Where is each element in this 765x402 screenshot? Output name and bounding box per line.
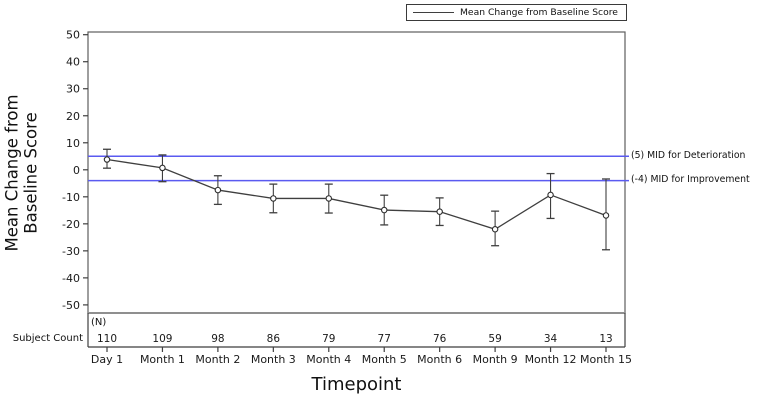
- data-point-marker: [270, 195, 277, 202]
- x-tick-label: Month 15: [580, 353, 632, 366]
- y-tick-label: 20: [66, 110, 80, 123]
- x-axis-title: Timepoint: [311, 374, 402, 395]
- y-axis-title-wrap: Mean Change from Baseline Score: [0, 32, 46, 313]
- subject-count-value: 110: [97, 333, 117, 345]
- x-tick-label: Month 1: [140, 353, 185, 366]
- x-tick-label: Month 3: [251, 353, 296, 366]
- data-point-marker: [103, 156, 111, 163]
- subject-count-value: 79: [322, 333, 335, 345]
- data-point-marker: [214, 186, 222, 194]
- ref-line-label-deterioration: (5) MID for Deterioration: [631, 150, 746, 161]
- x-tick-label: Month 9: [473, 353, 518, 366]
- x-tick-label: Month 5: [362, 353, 407, 366]
- subject-count-value: 109: [152, 333, 172, 345]
- y-tick-label: 50: [66, 29, 80, 42]
- data-point-marker: [547, 191, 554, 199]
- y-tick-label: 30: [66, 83, 80, 96]
- data-point-marker: [436, 208, 443, 215]
- subject-count-n-label: (N): [91, 317, 107, 328]
- subject-count-row-label: Subject Count: [12, 333, 83, 344]
- legend-label: Mean Change from Baseline Score: [460, 7, 618, 18]
- y-axis-title-line1: Mean Change from: [3, 93, 23, 252]
- y-tick-label: -20: [62, 218, 80, 231]
- subject-count-value: 76: [433, 333, 447, 345]
- x-tick-label: Day 1: [91, 353, 123, 366]
- legend-line-sample: [413, 12, 454, 13]
- y-axis-title: Mean Change from Baseline Score: [3, 93, 42, 252]
- subject-count-value: 98: [211, 333, 224, 345]
- subject-count-value: 59: [488, 333, 501, 345]
- y-tick-label: -30: [62, 245, 80, 258]
- subject-count-value: 13: [599, 333, 612, 345]
- subject-count-value: 86: [267, 333, 281, 345]
- y-tick-label: -40: [62, 272, 80, 285]
- data-point-marker: [159, 164, 166, 172]
- data-point-marker: [491, 225, 499, 233]
- data-point-marker: [325, 195, 333, 202]
- y-tick-label: 0: [73, 164, 80, 177]
- subject-count-value: 77: [378, 333, 391, 345]
- data-point-marker: [602, 212, 610, 219]
- ref-line-label-improvement: (-4) MID for Improvement: [631, 174, 750, 185]
- x-tick-label: Month 6: [417, 353, 462, 366]
- y-tick-label: 40: [66, 56, 80, 69]
- subject-count-value: 34: [544, 333, 558, 345]
- x-tick-label: Month 2: [195, 353, 240, 366]
- data-point-marker: [380, 206, 388, 214]
- x-tick-label: Month 12: [525, 353, 577, 366]
- legend-box: Mean Change from Baseline Score: [406, 4, 627, 21]
- y-tick-label: -10: [62, 191, 80, 204]
- y-tick-label: -50: [62, 299, 80, 312]
- series-line: [106, 158, 607, 230]
- plot-frame: [87, 31, 626, 314]
- y-axis-title-line2: Baseline Score: [22, 111, 41, 234]
- y-tick-label: 10: [66, 137, 80, 150]
- x-tick-label: Month 4: [306, 353, 351, 366]
